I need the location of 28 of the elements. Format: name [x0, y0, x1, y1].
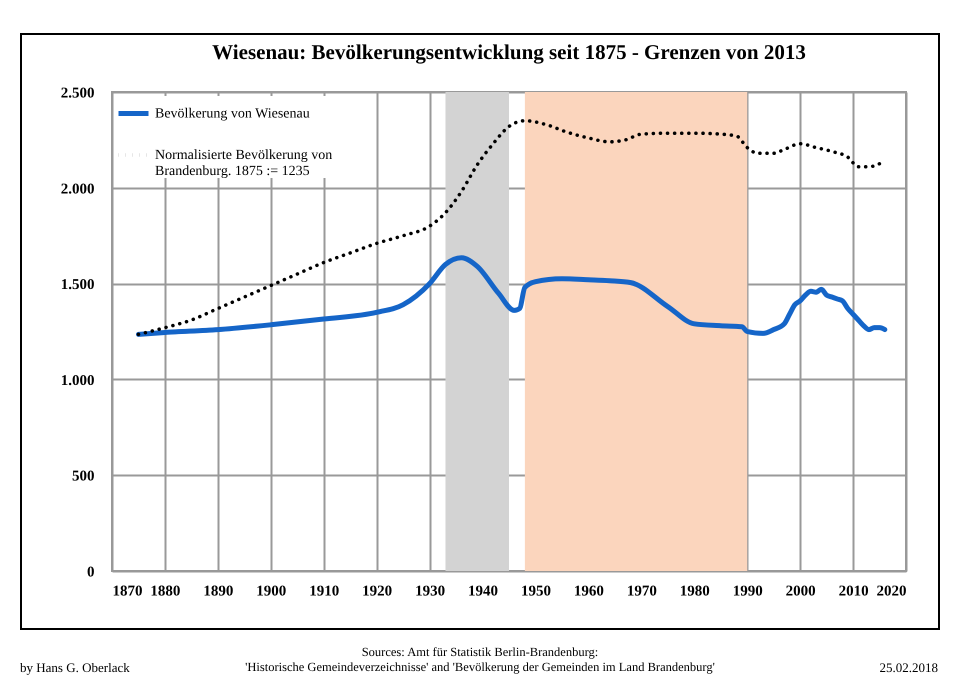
x-tick-label: 2000 — [786, 584, 816, 600]
legend-label: Bevölkerung von Wiesenau — [155, 106, 310, 122]
text: 25.02.2018 — [880, 660, 938, 676]
x-tick-label: 1920 — [362, 584, 392, 600]
x-tick-label: 1890 — [203, 584, 234, 600]
x-tick-label: 2020 — [876, 584, 906, 600]
x-tick-label: 2010 — [838, 584, 869, 600]
x-tick-label: 1910 — [309, 584, 340, 600]
chart-title: Wiesenau: Bevölkerungsentwicklung seit 1875 - Grenzen von 2013 — [212, 40, 806, 64]
y-tick-label: 1.000 — [60, 372, 94, 389]
legend-label: Normalisierte Bevölkerung von Brandenburg. 1875 := 1235 — [155, 148, 332, 179]
x-tick-label: 1980 — [680, 584, 710, 600]
y-tick-label: 2.500 — [60, 86, 94, 102]
y-tick-label: 0 — [87, 564, 94, 580]
x-tick-label: 1900 — [256, 584, 286, 600]
x-tick-label: 1940 — [468, 584, 498, 600]
x-tick-label: 1970 — [626, 584, 657, 600]
x-tick-label: 1930 — [415, 584, 446, 600]
text: by Hans G. Oberlack — [20, 660, 130, 676]
x-tick-label: 1870 — [112, 584, 142, 600]
y-tick-label: 1.500 — [60, 277, 94, 294]
y-tick-label: 500 — [72, 468, 94, 485]
source-note: Sources: Amt für Statistik Berlin-Brandenburg: 'Historische Gemeindeverzeichnisse' and 'Bevölkerung der Gemeinden im Land Brandenburg' — [245, 645, 715, 674]
y-tick-label: 2.000 — [60, 181, 94, 198]
x-tick-label: 1960 — [574, 584, 604, 600]
x-tick-label: 1950 — [520, 584, 551, 600]
x-tick-label: 1880 — [150, 584, 180, 600]
x-tick-label: 1990 — [732, 584, 763, 600]
